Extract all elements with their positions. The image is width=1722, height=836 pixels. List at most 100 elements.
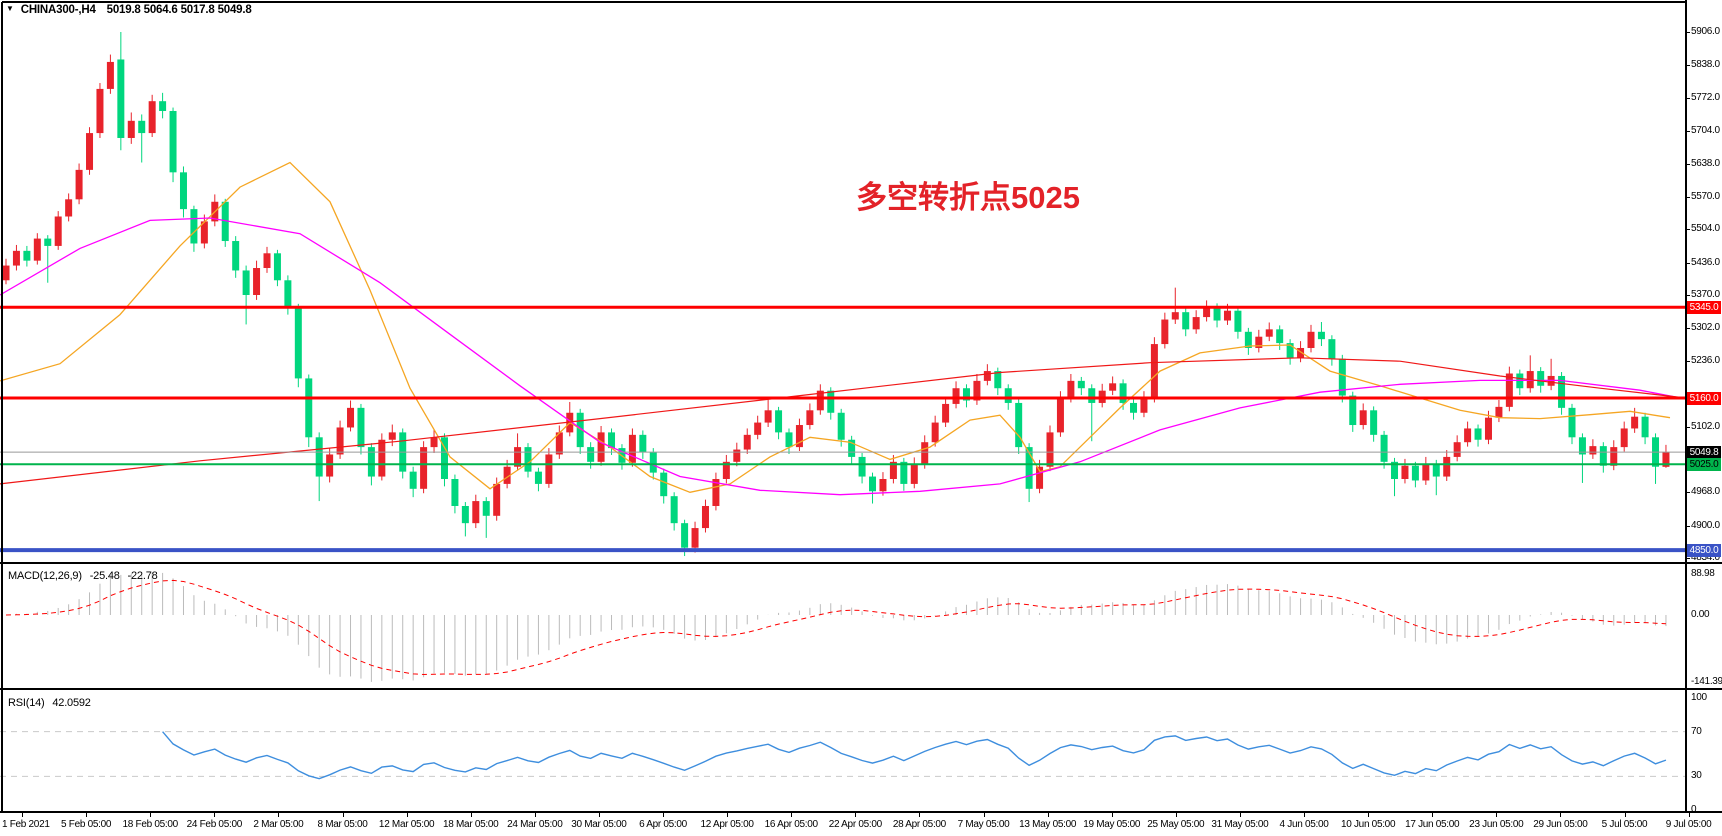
symbol-timeframe-label: CHINA300-,H4 <box>20 4 96 16</box>
y-tick-label: 4900.0 <box>1691 519 1720 531</box>
x-tick-mark <box>1624 813 1626 817</box>
rsi-panel <box>0 731 1686 780</box>
y-tick-label: 5838.0 <box>1691 59 1720 71</box>
x-tick-label: 4 Jun 05:00 <box>1279 819 1329 830</box>
badge-bid-price: 5049.8 <box>1687 445 1721 459</box>
price-lines <box>0 305 1686 553</box>
y-tick-label: 5102.0 <box>1691 420 1720 432</box>
y-tick-label: 5638.0 <box>1691 157 1720 169</box>
x-tick-label: 12 Apr 05:00 <box>700 819 754 830</box>
x-tick-mark <box>278 813 280 817</box>
y-tick-label: 5302.0 <box>1691 322 1720 334</box>
y-tick-label: 5570.0 <box>1691 190 1720 202</box>
y-tick-mark <box>1686 196 1690 198</box>
y-tick-mark <box>1686 229 1690 231</box>
x-tick-mark <box>1368 813 1370 817</box>
x-tick-mark <box>727 813 729 817</box>
x-tick-mark <box>1111 813 1113 817</box>
macd-scale-min: -141.39 <box>1691 676 1722 687</box>
y-tick-mark <box>1686 65 1690 67</box>
annotation-text: 多空转折点5025 <box>856 180 1080 215</box>
y-tick-mark <box>1686 328 1690 330</box>
y-tick-label: 5704.0 <box>1691 125 1720 137</box>
rsi-scale-label: 30 <box>1691 770 1702 782</box>
x-tick-mark <box>1688 813 1690 817</box>
rsi-scale-label: 100 <box>1691 692 1707 703</box>
x-tick-mark <box>150 813 152 817</box>
x-tick-label: 5 Feb 05:00 <box>61 819 112 830</box>
x-tick-label: 6 Apr 05:00 <box>639 819 687 830</box>
y-tick-label: 5906.0 <box>1691 26 1720 37</box>
y-tick-mark <box>1686 426 1690 428</box>
x-tick-label: 31 May 05:00 <box>1211 819 1269 830</box>
x-tick-label: 30 Mar 05:00 <box>571 819 627 830</box>
x-tick-label: 28 Apr 05:00 <box>892 819 946 830</box>
y-tick-label: 5504.0 <box>1691 223 1720 235</box>
x-tick-label: 23 Jun 05:00 <box>1469 819 1524 830</box>
x-tick-label: 24 Mar 05:00 <box>507 819 563 830</box>
x-tick-mark <box>470 813 472 817</box>
x-tick-mark <box>214 813 216 817</box>
y-tick-label: 4834.0 <box>1691 552 1720 563</box>
rsi-header: RSI(14) 42.0592 <box>8 697 91 709</box>
instrument-header: ▼ CHINA300-,H4 5019.8 5064.6 5017.8 5049… <box>6 4 252 16</box>
macd-signal <box>5 579 1666 676</box>
y-tick-label: 5370.0 <box>1691 289 1720 300</box>
x-tick-label: 10 Jun 05:00 <box>1340 819 1396 830</box>
y-tick-mark <box>1686 163 1690 165</box>
x-tick-mark <box>1175 813 1177 817</box>
macd-scale-zero: 0.00 <box>1691 609 1710 620</box>
y-tick-mark <box>1686 97 1690 99</box>
rsi-scale-label: 70 <box>1691 725 1702 737</box>
badge-support-4850: 4850.0 <box>1687 543 1721 557</box>
ma-magenta <box>0 217 1687 496</box>
x-tick-label: 22 Apr 05:00 <box>828 819 882 830</box>
x-tick-label: 19 May 05:00 <box>1083 819 1141 830</box>
macd-value-2: -22.78 <box>127 570 158 582</box>
macd-value-1: -25.48 <box>89 570 120 582</box>
badge-support-5025: 5025.0 <box>1687 457 1721 471</box>
x-tick-mark <box>983 813 985 817</box>
x-tick-mark <box>1239 813 1241 817</box>
y-tick-label: 5236.0 <box>1691 354 1720 366</box>
rsi-line <box>162 731 1667 780</box>
moving-averages <box>0 161 1687 496</box>
ma-red <box>0 357 1687 485</box>
x-tick-mark <box>1432 813 1434 817</box>
x-tick-mark <box>342 813 344 817</box>
macd-title: MACD(12,26,9) <box>8 570 82 582</box>
y-tick-mark <box>1686 262 1690 264</box>
x-tick-label: 18 Feb 05:00 <box>122 819 179 830</box>
rsi-title: RSI(14) <box>8 697 45 709</box>
x-tick-label: 5 Jul 05:00 <box>1601 819 1648 830</box>
rsi-value: 42.0592 <box>52 697 91 709</box>
x-tick-mark <box>855 813 857 817</box>
x-tick-mark <box>534 813 536 817</box>
x-tick-mark <box>406 813 408 817</box>
y-tick-mark <box>1686 360 1690 362</box>
x-tick-mark <box>1304 813 1305 817</box>
y-tick-mark <box>1686 525 1690 527</box>
panel-borders <box>0 0 1722 813</box>
x-tick-mark <box>663 813 664 817</box>
y-tick-label: 5436.0 <box>1691 256 1720 268</box>
x-tick-label: 24 Feb 05:00 <box>186 819 243 830</box>
x-tick-mark <box>919 813 921 817</box>
x-tick-label: 8 Mar 05:00 <box>317 819 368 830</box>
symbol-dropdown-icon[interactable]: ▼ <box>6 4 14 13</box>
x-tick-mark <box>1047 813 1049 817</box>
macd-histogram <box>15 572 1667 682</box>
x-tick-label: 9 Jul 05:00 <box>1665 819 1712 830</box>
macd-scale-max: 88.98 <box>1691 568 1715 579</box>
x-tick-label: 2 Mar 05:00 <box>253 819 304 830</box>
macd-signal-line <box>5 579 1666 676</box>
x-tick-mark <box>598 813 600 817</box>
x-tick-label: 12 Mar 05:00 <box>378 819 435 830</box>
x-tick-mark <box>22 813 23 817</box>
ma-orange <box>0 161 1671 493</box>
x-tick-label: 7 May 05:00 <box>957 819 1010 830</box>
candlesticks <box>2 32 1670 557</box>
x-tick-mark <box>1560 813 1562 817</box>
